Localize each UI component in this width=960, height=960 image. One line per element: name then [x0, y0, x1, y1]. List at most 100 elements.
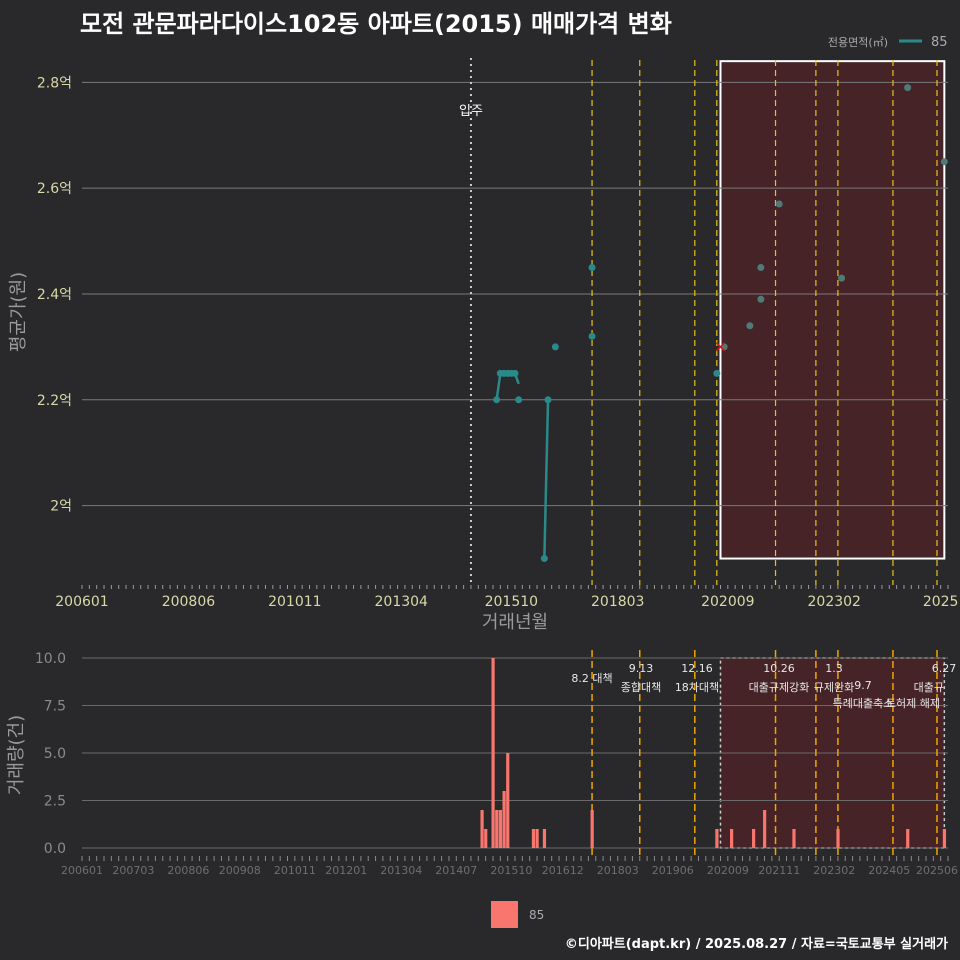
bottom-x-tick-label: 201906 [652, 864, 694, 877]
policy-date-label: 9.13 [629, 662, 654, 675]
top-y-tick-label: 2.6억 [37, 181, 72, 197]
volume-bar [498, 810, 503, 848]
top-x-tick-label: 200601 [55, 594, 108, 610]
series-line-85 [543, 399, 550, 559]
bottom-x-tick-label: 200601 [61, 864, 103, 877]
bottom-x-tick-label: 201510 [490, 864, 532, 877]
volume-bar [730, 829, 734, 848]
volume-bar [906, 829, 910, 848]
volume-bar [495, 810, 499, 848]
volume-bar [480, 810, 484, 848]
top-x-tick-label: 202009 [701, 594, 754, 610]
data-point [746, 322, 754, 330]
data-point [713, 369, 721, 377]
volume-bar [506, 753, 510, 848]
policy-date-label: 12.16 [681, 662, 713, 675]
policy-name-label: 규제완화 [814, 681, 854, 694]
top-x-tick-label: 201803 [591, 594, 644, 610]
bottom-x-tick-label: 200703 [112, 864, 154, 877]
top-y-tick-label: 2억 [50, 499, 72, 515]
data-point [544, 396, 552, 404]
policy-name-label: 대출규 [914, 681, 944, 694]
legend-entry: 85 [931, 35, 948, 50]
bottom-y-tick-label: 2.5 [44, 794, 66, 810]
bottom-x-tick-label: 202405 [868, 864, 910, 877]
top-x-tick-label: 201011 [268, 594, 321, 610]
series-line-85 [495, 372, 520, 400]
volume-bar [715, 829, 719, 848]
top-y-tick-label: 2.4억 [37, 287, 72, 303]
volume-bar [752, 829, 756, 848]
bottom-x-tick-label: 200806 [167, 864, 209, 877]
volume-bar [484, 829, 488, 848]
bottom-x-tick-label: 202302 [813, 864, 855, 877]
data-point [904, 84, 912, 92]
policy-date-label: 1.3 [825, 662, 843, 675]
data-point [588, 264, 596, 272]
top-x-tick-label: 202302 [808, 594, 861, 610]
source-credit: ©디아파트(dapt.kr) / 2025.08.27 / 자료=국토교통부 실… [564, 937, 948, 952]
volume-bar [792, 829, 796, 848]
data-point [511, 369, 519, 377]
bottom-x-tick-label: 201612 [542, 864, 584, 877]
legend-bar-swatch [491, 901, 518, 928]
bottom-x-tick-label: 201011 [274, 864, 316, 877]
volume-bar [542, 829, 547, 848]
top-y-tick-label: 2.2억 [37, 393, 72, 409]
volume-bar [502, 791, 506, 848]
data-point [515, 396, 523, 404]
bottom-y-tick-label: 10.0 [35, 651, 66, 667]
data-point [720, 343, 728, 351]
data-point [493, 396, 501, 404]
top-y-axis-title: 평균가(원) [8, 272, 29, 352]
data-point [838, 274, 846, 282]
bottom-x-tick-label: 202506 [916, 864, 958, 877]
move-in-label: 입주 [459, 104, 483, 119]
bottom-x-tick-label: 200908 [219, 864, 261, 877]
policy-name-label: 18차대책 [675, 681, 719, 694]
anomaly-x-marker [715, 342, 726, 352]
bottom-x-tick-label: 202111 [758, 864, 800, 877]
policy-date-label: 9.7 [854, 679, 872, 692]
volume-bar [763, 810, 767, 848]
bottom-x-tick-label: 201803 [597, 864, 639, 877]
data-point [775, 200, 783, 208]
bottom-y-tick-label: 0.0 [44, 841, 66, 857]
chart-title: 모전 관문파라다이스102동 아파트(2015) 매매가격 변화 [80, 10, 672, 38]
volume-bar [590, 810, 594, 848]
data-point [551, 343, 559, 351]
policy-name-label: 대출규제강화 [749, 681, 810, 694]
bottom-y-axis-title: 거래량(건) [6, 715, 27, 795]
policy-name-label: 종합대책 [621, 681, 661, 694]
policy-name-label: 특례대출축소 [833, 697, 894, 710]
legend-title: 전용면적(㎡) [828, 36, 888, 49]
bottom-x-tick-label: 201407 [435, 864, 477, 877]
data-point [940, 158, 948, 166]
volume-bar [836, 829, 840, 848]
top-x-tick-label: 201510 [485, 594, 538, 610]
policy-date-label: 10.26 [763, 662, 795, 675]
bottom-y-tick-label: 7.5 [44, 699, 66, 715]
top-x-axis-title: 거래년월 [482, 612, 548, 633]
bottom-x-tick-label: 202009 [707, 864, 749, 877]
volume-bar [535, 829, 539, 848]
bottom-x-tick-label: 201304 [380, 864, 422, 877]
top-x-tick-label: 201304 [375, 594, 429, 610]
volume-bar [942, 829, 947, 848]
policy-name-label: 토허제 해제 [886, 696, 940, 710]
volume-bar [531, 829, 536, 848]
top-x-tick-label: 2025 [923, 594, 959, 610]
top-x-tick-label: 200806 [162, 594, 216, 610]
data-point [588, 332, 596, 340]
legend-bar-label: 85 [529, 908, 544, 922]
data-point [757, 295, 765, 303]
data-point [757, 264, 765, 272]
bottom-x-tick-label: 201201 [325, 864, 367, 877]
volume-bar [491, 658, 495, 848]
policy-date-label: 6.27 [932, 662, 957, 675]
policy-name-label: 8.2 대책 [571, 672, 612, 685]
bottom-y-tick-label: 5.0 [44, 746, 66, 762]
top-y-tick-label: 2.8억 [37, 75, 72, 91]
highlight-box [719, 60, 946, 560]
